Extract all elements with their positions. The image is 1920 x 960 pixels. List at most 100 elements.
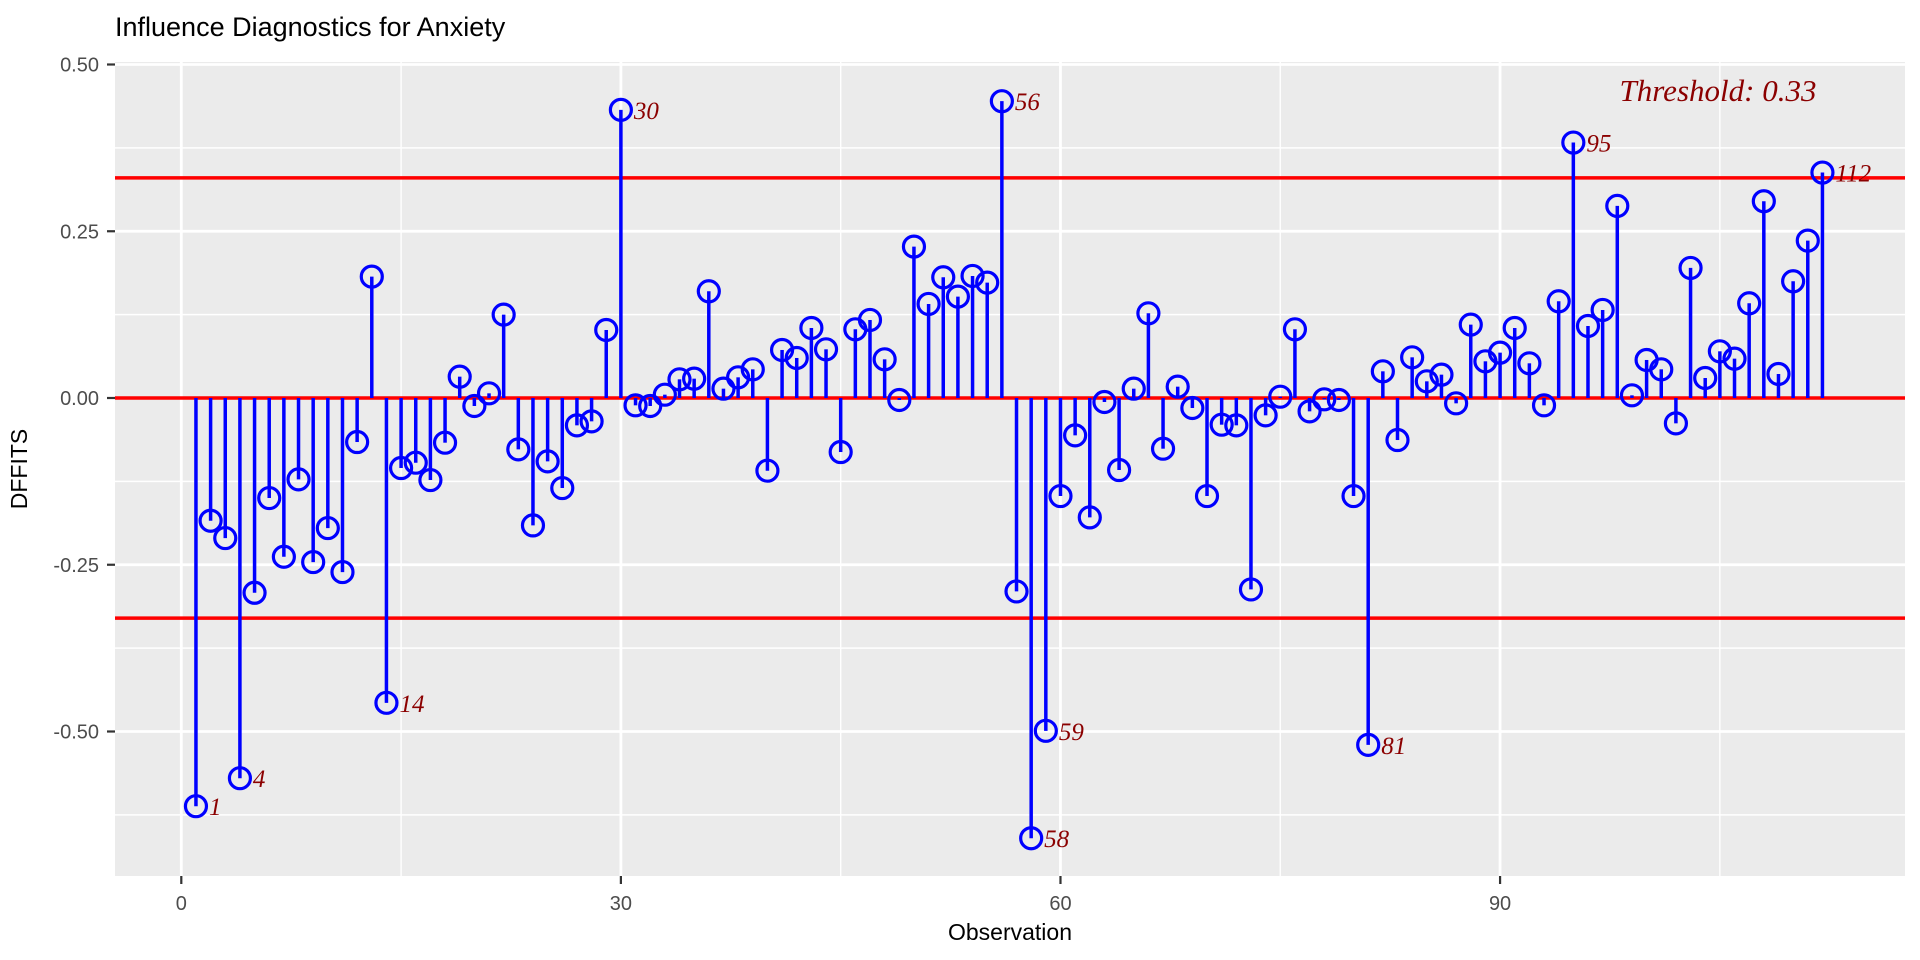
marker bbox=[1678, 255, 1703, 281]
marker bbox=[652, 382, 677, 407]
marker bbox=[1649, 357, 1674, 382]
x-tick-label: 60 bbox=[1049, 893, 1071, 915]
marker bbox=[784, 345, 809, 371]
marker bbox=[1019, 826, 1044, 851]
gridlines-minor bbox=[115, 62, 1905, 876]
y-tick-label: -0.50 bbox=[53, 722, 99, 744]
marker bbox=[550, 475, 575, 501]
marker bbox=[564, 413, 590, 438]
marker bbox=[1429, 362, 1454, 387]
threshold-annotation: Threshold: 0.33 bbox=[1620, 73, 1817, 108]
marker bbox=[301, 549, 326, 575]
marker bbox=[1487, 340, 1513, 365]
marker bbox=[1458, 312, 1483, 337]
y-tick-label: 0.25 bbox=[60, 221, 99, 243]
marker bbox=[432, 430, 458, 455]
point-label: 112 bbox=[1835, 161, 1871, 188]
marker bbox=[1414, 369, 1439, 394]
y-tick-label: 0.00 bbox=[60, 388, 99, 410]
marker bbox=[227, 766, 253, 791]
marker bbox=[1707, 339, 1732, 364]
marker bbox=[696, 279, 721, 304]
marker bbox=[1253, 403, 1278, 428]
marker bbox=[1209, 412, 1234, 437]
marker bbox=[1781, 269, 1806, 294]
point-label: 1 bbox=[209, 794, 222, 821]
marker bbox=[315, 515, 340, 541]
marker bbox=[740, 357, 765, 382]
marker bbox=[799, 315, 824, 341]
marker bbox=[271, 544, 296, 569]
marker bbox=[535, 449, 560, 474]
marker bbox=[1663, 411, 1689, 436]
marker bbox=[286, 467, 311, 492]
marker bbox=[403, 450, 428, 475]
marker bbox=[872, 347, 897, 372]
marker bbox=[1326, 387, 1351, 413]
marker bbox=[667, 367, 692, 392]
x-tick-label: 90 bbox=[1489, 893, 1511, 915]
reference-lines bbox=[115, 176, 1905, 620]
marker bbox=[1737, 291, 1762, 316]
marker bbox=[1150, 436, 1176, 461]
marker bbox=[682, 366, 707, 391]
marker bbox=[1517, 351, 1542, 376]
marker bbox=[1092, 389, 1117, 415]
marker bbox=[623, 393, 648, 418]
marker bbox=[198, 508, 223, 533]
plot-panel bbox=[115, 62, 1905, 876]
y-tick-label: 0.50 bbox=[60, 55, 99, 77]
marker bbox=[388, 455, 414, 481]
marker bbox=[1722, 346, 1747, 371]
marker bbox=[1370, 359, 1395, 384]
marker bbox=[1268, 384, 1293, 409]
point-markers bbox=[183, 89, 1835, 851]
marker bbox=[359, 264, 384, 289]
marker bbox=[1312, 387, 1337, 412]
marker bbox=[447, 364, 472, 389]
marker bbox=[1575, 313, 1601, 339]
marker bbox=[1795, 228, 1820, 253]
x-tick-label: 30 bbox=[610, 893, 632, 915]
marker bbox=[945, 284, 971, 309]
marker bbox=[608, 97, 633, 122]
marker bbox=[1385, 427, 1410, 453]
marker bbox=[462, 393, 487, 419]
marker bbox=[1766, 361, 1791, 387]
chart-title: Influence Diagnostics for Anxiety bbox=[115, 12, 506, 42]
marker bbox=[1619, 383, 1645, 408]
marker bbox=[418, 467, 443, 493]
marker bbox=[1341, 483, 1366, 509]
marker bbox=[887, 387, 912, 413]
marker bbox=[183, 794, 209, 819]
marker bbox=[1004, 579, 1029, 604]
marker bbox=[813, 337, 839, 362]
marker bbox=[594, 317, 619, 343]
marker bbox=[1400, 345, 1425, 370]
marker bbox=[1282, 317, 1308, 342]
marker bbox=[916, 291, 941, 317]
point-label: 14 bbox=[399, 691, 424, 718]
marker bbox=[1180, 395, 1205, 421]
marker bbox=[330, 559, 355, 585]
marker bbox=[1224, 413, 1249, 438]
marker bbox=[1033, 718, 1058, 743]
marker bbox=[1605, 193, 1630, 219]
marker bbox=[1590, 297, 1615, 323]
axis-tick-labels: 0 30 60 90 0.50 0.25 0.00 -0.25 -0.50 bbox=[53, 55, 1511, 916]
marker bbox=[1502, 315, 1527, 341]
marker bbox=[213, 525, 238, 551]
marker bbox=[1546, 289, 1571, 314]
marker bbox=[1810, 160, 1835, 185]
point-label: 4 bbox=[253, 766, 265, 793]
point-label: 56 bbox=[1015, 89, 1040, 116]
marker bbox=[1693, 365, 1718, 391]
marker bbox=[1751, 189, 1776, 214]
marker bbox=[828, 439, 853, 465]
marker bbox=[1121, 376, 1146, 401]
x-tick-label: 0 bbox=[176, 893, 187, 915]
marker bbox=[989, 89, 1014, 114]
stem-segments bbox=[194, 101, 1825, 839]
marker bbox=[1077, 505, 1102, 530]
